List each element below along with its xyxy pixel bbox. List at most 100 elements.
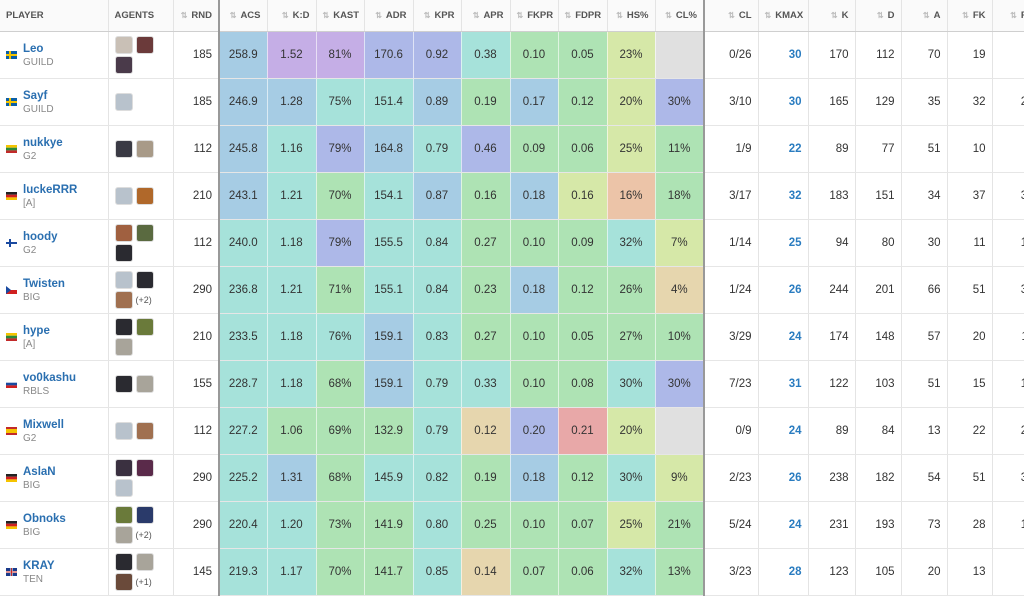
player-name-link[interactable]: hoody bbox=[23, 230, 58, 243]
player-name-link[interactable]: Mixwell bbox=[23, 418, 64, 431]
column-header-fd[interactable]: ⇅FD bbox=[992, 0, 1024, 32]
player-team: BIG bbox=[23, 291, 41, 303]
player-name-link[interactable]: Leo bbox=[23, 42, 44, 55]
kmax-cell[interactable]: 22 bbox=[758, 125, 809, 173]
column-header-adr[interactable]: ⇅ ADR bbox=[364, 0, 414, 32]
agents-cell bbox=[108, 219, 174, 267]
player-name-link[interactable]: KRAY bbox=[23, 559, 55, 572]
column-header-fk[interactable]: ⇅ FK bbox=[947, 0, 993, 32]
first-kills-cell: 13 bbox=[947, 548, 993, 596]
column-header-agents[interactable]: AGENTS bbox=[108, 0, 174, 32]
player-name-link[interactable]: vo0kashu bbox=[23, 371, 77, 384]
deaths-cell: 182 bbox=[855, 454, 902, 502]
player-name-link[interactable]: Sayf bbox=[23, 89, 48, 102]
kmax-cell[interactable]: 26 bbox=[758, 454, 809, 502]
player-name-link[interactable]: luckeRRR bbox=[23, 183, 78, 196]
kmax-link[interactable]: 24 bbox=[788, 519, 802, 531]
flag-gb-icon bbox=[6, 568, 17, 576]
fdpr-cell: 0.05 bbox=[558, 313, 608, 361]
column-header-kast[interactable]: ⇅ KAST bbox=[316, 0, 365, 32]
kmax-link[interactable]: 30 bbox=[788, 49, 802, 61]
player-text: Mixwell G2 bbox=[23, 419, 64, 444]
adr-cell: 132.9 bbox=[364, 407, 414, 455]
assists-cell: 34 bbox=[901, 172, 948, 220]
agent-icon bbox=[114, 318, 133, 336]
column-header-fkpr[interactable]: ⇅ FKPR bbox=[510, 0, 559, 32]
flag-ru-icon bbox=[6, 380, 17, 388]
column-header-a[interactable]: ⇅ A bbox=[901, 0, 948, 32]
agents-list: (+1) bbox=[114, 552, 165, 592]
agent-icon bbox=[114, 291, 133, 309]
kmax-cell[interactable]: 24 bbox=[758, 313, 809, 361]
column-header-cl[interactable]: ⇅ CL% bbox=[655, 0, 705, 32]
player-cell: Sayf GUILD bbox=[0, 78, 109, 126]
flag-cz-icon bbox=[6, 286, 17, 294]
kmax-cell[interactable]: 30 bbox=[758, 31, 809, 79]
kmax-cell[interactable]: 24 bbox=[758, 407, 809, 455]
kmax-cell[interactable]: 31 bbox=[758, 360, 809, 408]
player-name-link[interactable]: nukkye bbox=[23, 136, 63, 149]
kmax-cell[interactable]: 25 bbox=[758, 219, 809, 267]
kmax-link[interactable]: 31 bbox=[788, 378, 802, 390]
kmax-cell[interactable]: 30 bbox=[758, 78, 809, 126]
column-header-kd[interactable]: ⇅ K:D bbox=[267, 0, 317, 32]
apr-cell: 0.38 bbox=[461, 31, 511, 79]
hs-cell: 25% bbox=[607, 125, 656, 173]
flag-de-icon bbox=[6, 192, 17, 200]
kmax-link[interactable]: 26 bbox=[788, 284, 802, 296]
adr-cell: 145.9 bbox=[364, 454, 414, 502]
kmax-link[interactable]: 25 bbox=[788, 237, 802, 249]
agents-cell: (+2) bbox=[108, 501, 174, 549]
column-header-k[interactable]: ⇅ K bbox=[808, 0, 856, 32]
player-cell: AslaN BIG bbox=[0, 454, 109, 502]
column-header-label: FDPR bbox=[575, 10, 602, 21]
column-header-kpr[interactable]: ⇅ KPR bbox=[413, 0, 462, 32]
agent-icon bbox=[114, 459, 133, 477]
kmax-link[interactable]: 28 bbox=[788, 566, 802, 578]
kmax-link[interactable]: 22 bbox=[788, 143, 802, 155]
kmax-cell[interactable]: 32 bbox=[758, 172, 809, 220]
column-header-hs[interactable]: ⇅ HS% bbox=[607, 0, 656, 32]
agents-list bbox=[114, 458, 165, 498]
column-header-kmax[interactable]: ⇅ KMAX bbox=[758, 0, 809, 32]
column-header-label: A bbox=[933, 10, 941, 21]
agent-icon bbox=[114, 36, 133, 54]
column-header-label: D bbox=[887, 10, 895, 21]
column-header-fdpr[interactable]: ⇅ FDPR bbox=[558, 0, 608, 32]
column-header-apr[interactable]: ⇅ APR bbox=[461, 0, 511, 32]
kpr-cell: 0.82 bbox=[413, 454, 462, 502]
kmax-cell[interactable]: 28 bbox=[758, 548, 809, 596]
fkpr-cell: 0.18 bbox=[510, 266, 559, 314]
player-text: KRAY TEN bbox=[23, 560, 55, 585]
table-row: luckeRRR [A] 210 243.1 1.21 70% 154.1 0.87 0.16 0… bbox=[0, 172, 1024, 220]
clpct-cell: 30% bbox=[655, 360, 705, 408]
kmax-link[interactable]: 24 bbox=[788, 331, 802, 343]
kmax-link[interactable]: 26 bbox=[788, 472, 802, 484]
first-deaths-cell: 8 bbox=[992, 548, 1024, 596]
player-name-link[interactable]: AslaN bbox=[23, 465, 56, 478]
kmax-cell[interactable]: 24 bbox=[758, 501, 809, 549]
column-header-d[interactable]: ⇅ D bbox=[855, 0, 902, 32]
kd-cell: 1.20 bbox=[267, 501, 317, 549]
kast-cell: 69% bbox=[316, 407, 365, 455]
player-name-link[interactable]: Obnoks bbox=[23, 512, 66, 525]
column-header-acs[interactable]: ⇅ ACS bbox=[218, 0, 268, 32]
deaths-cell: 201 bbox=[855, 266, 902, 314]
adr-cell: 170.6 bbox=[364, 31, 414, 79]
clpct-cell: 4% bbox=[655, 266, 705, 314]
kd-cell: 1.18 bbox=[267, 219, 317, 267]
kmax-link[interactable]: 24 bbox=[788, 425, 802, 437]
column-header-player[interactable]: PLAYER bbox=[0, 0, 109, 32]
player-name-link[interactable]: Twisten bbox=[23, 277, 65, 290]
player-text: hoody G2 bbox=[23, 231, 58, 256]
player-name-link[interactable]: hype bbox=[23, 324, 50, 337]
column-header-rnd[interactable]: ⇅ RND bbox=[173, 0, 220, 32]
assists-cell: 35 bbox=[901, 78, 948, 126]
kmax-cell[interactable]: 26 bbox=[758, 266, 809, 314]
kmax-link[interactable]: 30 bbox=[788, 96, 802, 108]
column-header-cl[interactable]: ⇅ CL bbox=[704, 0, 759, 32]
kills-cell: 123 bbox=[808, 548, 856, 596]
kmax-link[interactable]: 32 bbox=[788, 190, 802, 202]
first-deaths-cell: 9 bbox=[992, 31, 1024, 79]
kills-cell: 231 bbox=[808, 501, 856, 549]
